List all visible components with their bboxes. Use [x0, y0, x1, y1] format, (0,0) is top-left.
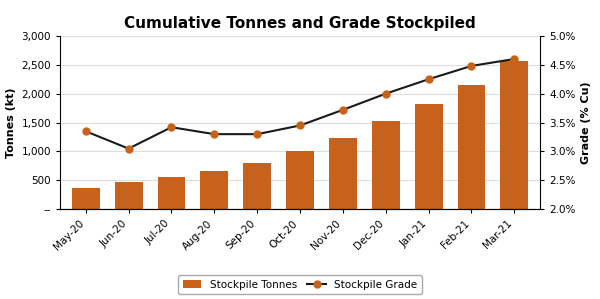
Bar [415, 103, 443, 209]
Legend: Stockpile Tonnes, Stockpile Grade: Stockpile Tonnes, Stockpile Grade [178, 275, 422, 294]
Bar [72, 188, 100, 209]
Y-axis label: Tonnes (kt): Tonnes (kt) [6, 87, 16, 158]
Bar [458, 85, 485, 209]
Y-axis label: Grade (% Cu): Grade (% Cu) [581, 81, 591, 164]
Bar [329, 138, 357, 209]
Bar [157, 177, 185, 209]
Bar [243, 163, 271, 209]
Bar [115, 182, 143, 209]
Bar [200, 171, 228, 209]
Title: Cumulative Tonnes and Grade Stockpiled: Cumulative Tonnes and Grade Stockpiled [124, 16, 476, 30]
Bar [286, 152, 314, 209]
Bar [500, 61, 528, 209]
Bar [372, 121, 400, 209]
